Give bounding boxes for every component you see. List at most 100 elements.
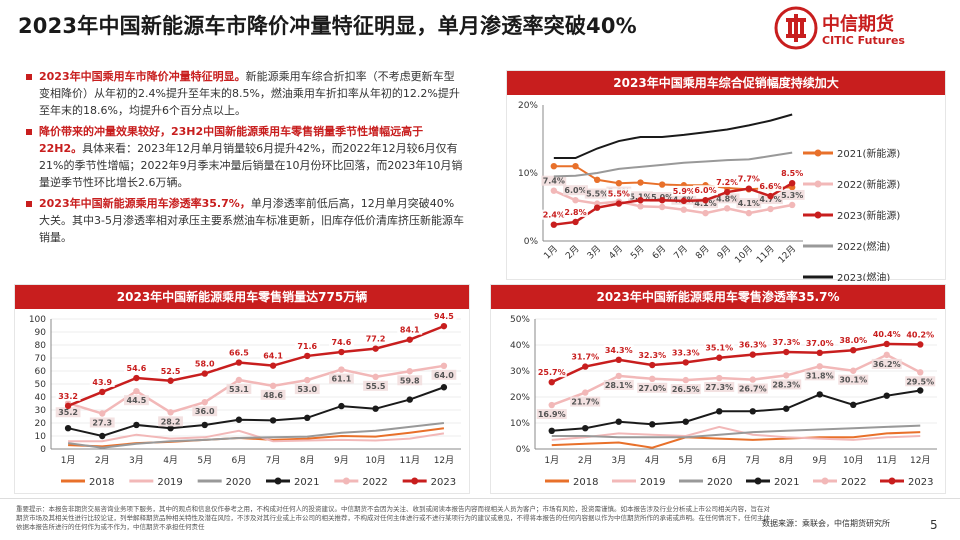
y-tick-label: 20% [510,393,530,403]
data-point [572,218,579,226]
data-label-bg [714,193,740,204]
x-tick-label: 10月 [365,455,385,466]
x-tick-label: 7月 [672,243,690,261]
data-label: 6.0% [694,186,716,195]
data-point [372,345,379,352]
data-point [406,368,413,375]
data-point [440,362,448,369]
data-label: 32.3% [638,351,666,360]
data-label: 4.1% [694,199,716,208]
x-tick-label: 3月 [129,455,144,466]
data-label-bg [704,342,735,353]
data-label-bg [693,185,718,196]
data-label-bg [536,367,567,378]
data-label: 44.5 [127,396,147,405]
x-tick-label: 11月 [877,455,897,466]
data-label-bg [637,350,668,361]
data-label: 61.1 [332,375,352,384]
data-label: 2.4% [543,211,565,220]
y-tick-label: 10% [510,419,530,429]
data-point [133,387,140,395]
chart-title: 2023年中国新能源乘用车零售销量达775万辆 [15,285,469,309]
data-label: 26.7% [739,385,767,394]
data-label-bg [779,189,805,200]
data-point [133,374,140,382]
data-point [637,197,644,204]
data-point [615,418,622,425]
data-point [649,361,656,369]
data-label: 31.8% [806,371,834,380]
data-point [572,163,579,170]
data-point [883,392,890,399]
x-tick-label: 9月 [334,455,349,466]
x-tick-label: 7月 [745,455,760,466]
data-label: 43.9 [92,378,112,387]
data-label: 38.0% [839,336,867,345]
data-point [64,425,72,432]
data-label-bg [584,188,610,199]
data-point [615,180,623,187]
series-line [67,422,445,449]
data-point [235,416,243,423]
data-point [548,427,555,434]
promotion-chart: 0%10%20%1月 2月 3月 4月 5月 6月 7月 8月 9月 10月 11月 12月7.4%6… [518,101,900,281]
data-point [99,410,106,417]
data-label-bg [905,376,936,387]
data-label: 28.3% [772,380,800,389]
series-line [551,425,921,441]
data-label-bg [704,382,735,393]
data-label-bg [431,311,457,322]
data-point [615,372,622,380]
series-line [551,389,921,432]
data-label: 74.6 [332,338,352,347]
data-point [440,384,448,391]
legend-label: 2020 [707,477,732,488]
legend-label: 2019 [640,477,665,488]
bullet-marker-icon [26,129,32,135]
bullet-marker-icon [26,201,32,207]
bullet-text: 新能源乘用车综合折扣率（不考虑更新车型变相降价）从年初的2.4%提升至年末的8.… [39,70,460,117]
y-tick-label: 30 [35,406,47,416]
data-point [235,376,243,384]
data-label: 48.6 [263,391,283,400]
legend-label: 2023(燃油) [837,271,890,281]
data-label: 33.2 [58,392,78,401]
x-tick-label: 9月 [812,455,827,466]
data-point [745,209,753,217]
data-point [548,378,555,386]
legend-label: 2018 [89,477,114,488]
data-point [783,348,790,356]
legend-label: 2023 [908,477,933,488]
data-label: 55.5 [366,382,386,391]
legend-marker [754,477,762,485]
y-tick-label: 80 [35,341,47,351]
data-label-bg [737,339,768,350]
y-tick-label: 40 [35,393,47,403]
legend-marker [814,180,822,188]
x-tick-label: 12月 [434,455,454,466]
data-point [883,351,890,359]
data-point [658,181,666,188]
data-label: 34.3% [605,346,633,355]
data-point [372,405,379,412]
data-label: 53.0 [297,385,317,394]
data-point [235,359,243,366]
penetration-chart: 0% 10% 20% 30% 40% 50% 1月 2月 3月 4月 5月 6月 7月 8月 9月 10月 11… [510,315,937,488]
data-point [372,373,379,381]
data-point [850,401,857,408]
data-label-bg [329,337,354,348]
data-label: 8.5% [781,169,803,178]
data-point [788,180,796,187]
data-label-bg [124,363,149,374]
data-point [582,425,589,432]
data-point [582,389,589,396]
data-label-bg [541,175,567,186]
data-label: 5.5% [608,190,630,199]
data-point [406,396,413,403]
data-label: 37.0% [806,339,834,348]
data-label: 16.9% [538,410,566,419]
legend-marker [411,477,419,485]
data-label: 4.8% [716,194,738,203]
data-label-bg [294,340,320,351]
legend-marker [888,477,896,485]
